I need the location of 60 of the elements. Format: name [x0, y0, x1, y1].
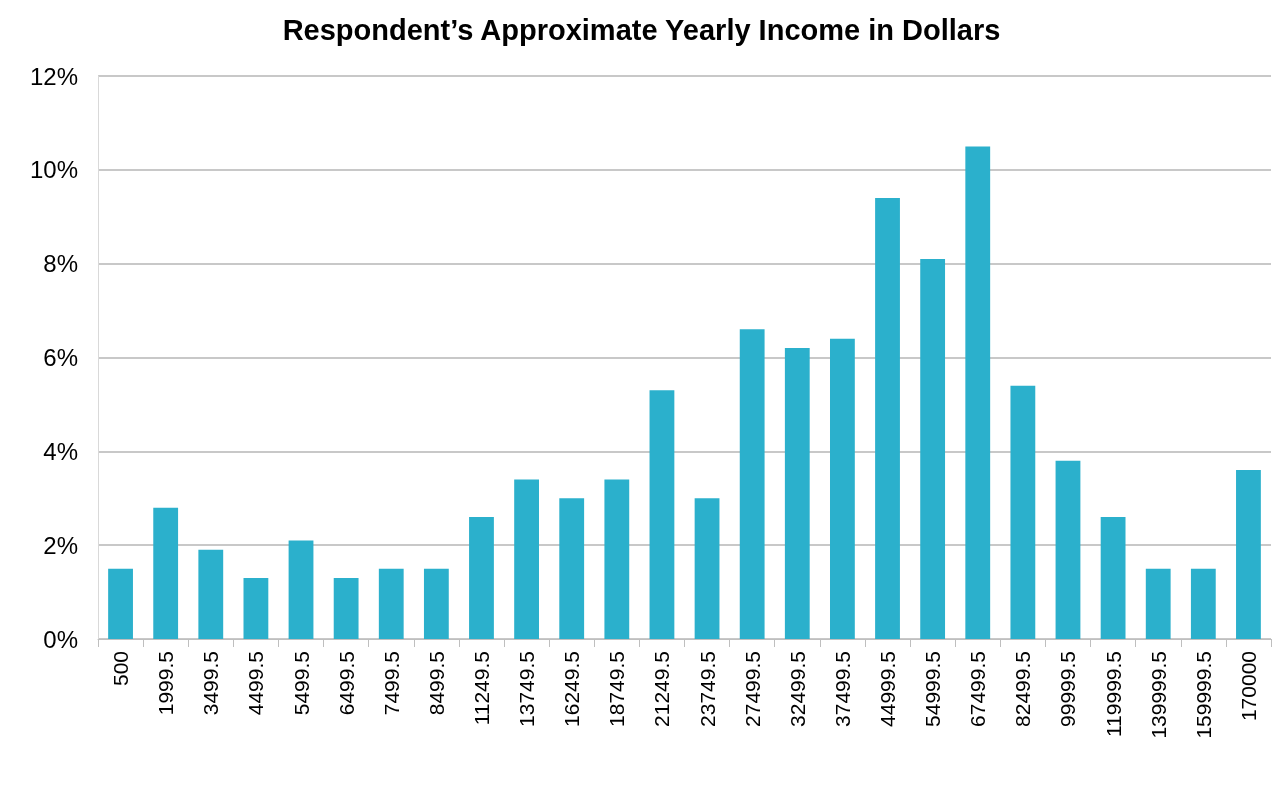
bar [965, 146, 991, 639]
y-tick-label: 0% [43, 625, 78, 653]
bar [875, 197, 900, 639]
x-tick-label: 159999.5 [1191, 651, 1215, 739]
bar [1100, 517, 1126, 639]
x-tick-label: 54999.5 [921, 651, 945, 727]
x-tick-label: 67499.5 [966, 651, 990, 727]
bar [333, 578, 359, 639]
x-tick-label: 7499.5 [379, 651, 403, 716]
x-tick-label: 23749.5 [695, 651, 719, 727]
y-tick-label: 12% [29, 62, 78, 90]
x-tick-label: 18749.5 [605, 651, 629, 727]
x-tick-label: 4499.5 [244, 651, 268, 716]
bar [739, 329, 765, 639]
x-tick-label: 5499.5 [289, 651, 313, 716]
x-tick-label: 44999.5 [876, 651, 900, 727]
bar [694, 498, 720, 639]
bar [559, 498, 585, 639]
x-tick-label: 1999.5 [154, 651, 178, 716]
y-tick-label: 2% [43, 531, 78, 559]
bar [243, 578, 269, 639]
x-tick-label: 119999.5 [1101, 651, 1125, 738]
bar [649, 390, 675, 639]
x-tick-label: 82499.5 [1011, 651, 1035, 727]
x-tick-label: 16249.5 [560, 651, 584, 727]
bar [1190, 568, 1216, 639]
x-tick-label: 139999.5 [1146, 651, 1170, 739]
bar [1145, 568, 1171, 639]
bar [153, 507, 179, 639]
x-tick-label: 6499.5 [334, 651, 358, 716]
bar [1010, 385, 1036, 639]
x-tick-label: 27499.5 [740, 651, 764, 727]
bar [378, 568, 404, 639]
bar [514, 479, 539, 639]
y-tick-label: 4% [43, 437, 78, 465]
bar [784, 348, 810, 639]
x-tick-label: 3499.5 [199, 651, 223, 716]
bar [198, 549, 224, 639]
x-tick-label: 99999.5 [1056, 651, 1080, 727]
bar [288, 540, 314, 639]
chart-title: Respondent’s Approximate Yearly Income in Dollars [282, 13, 1001, 46]
x-tick-label: 32499.5 [785, 651, 809, 727]
bar [830, 338, 855, 639]
y-tick-label: 6% [43, 344, 78, 371]
x-tick-label: 8499.5 [424, 651, 448, 716]
x-tick-label: 500 [109, 651, 133, 687]
bar [469, 517, 494, 639]
bar [604, 479, 630, 639]
bar [423, 568, 449, 639]
bar [108, 568, 133, 639]
x-tick-label: 21249.5 [650, 651, 674, 727]
bar [920, 258, 946, 639]
y-tick-label: 8% [43, 250, 78, 278]
x-tick-label: 13749.5 [515, 651, 539, 727]
bar [1236, 470, 1261, 639]
x-tick-label: 37499.5 [830, 651, 854, 727]
x-tick-label: 11249.5 [469, 651, 493, 726]
bar [1055, 460, 1081, 639]
y-tick-label: 10% [29, 156, 78, 184]
x-tick-label: 170000 [1236, 651, 1260, 722]
